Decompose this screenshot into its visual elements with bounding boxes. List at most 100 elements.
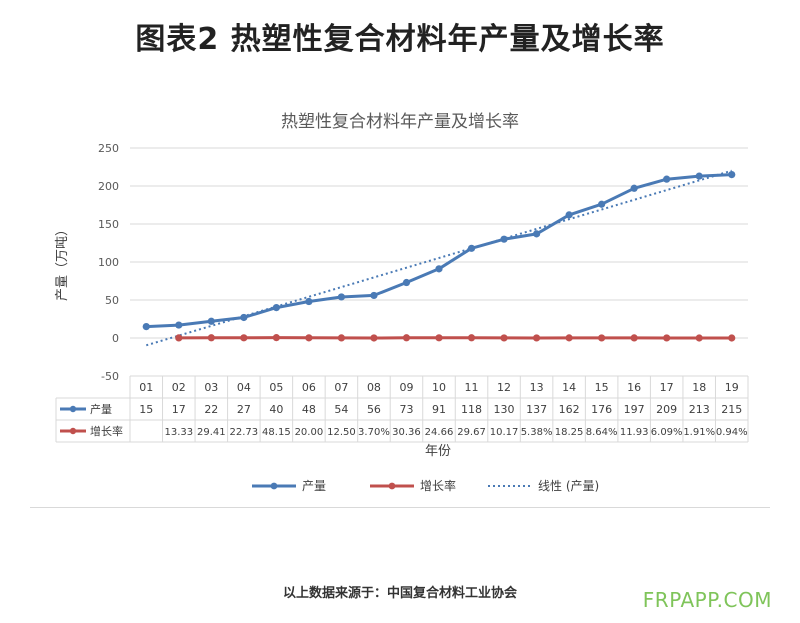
data-point bbox=[467, 244, 476, 252]
y-tick-label: 150 bbox=[98, 218, 119, 231]
data-point bbox=[500, 235, 508, 243]
data-point bbox=[728, 334, 736, 342]
x-tick-label: 11 bbox=[465, 381, 479, 394]
data-label: 48 bbox=[302, 403, 316, 416]
data-label: 91 bbox=[432, 403, 446, 416]
data-point bbox=[337, 293, 346, 301]
y-tick-label: -50 bbox=[101, 370, 119, 383]
data-label: 22 bbox=[204, 403, 218, 416]
data-point bbox=[695, 334, 703, 342]
x-tick-label: 18 bbox=[692, 381, 706, 394]
data-label: 29.41 bbox=[197, 427, 226, 438]
x-tick-label: 01 bbox=[139, 381, 153, 394]
data-point bbox=[435, 334, 443, 342]
y-tick-label: 250 bbox=[98, 142, 119, 155]
data-label: 137 bbox=[526, 403, 547, 416]
x-tick-label: 17 bbox=[660, 381, 674, 394]
data-point bbox=[207, 334, 215, 342]
data-label: 197 bbox=[624, 403, 645, 416]
data-label: 13.33 bbox=[164, 427, 193, 438]
data-point bbox=[370, 334, 378, 342]
x-tick-label: 14 bbox=[562, 381, 576, 394]
x-tick-label: 19 bbox=[725, 381, 739, 394]
x-axis-label: 年份 bbox=[425, 444, 451, 459]
data-point bbox=[272, 304, 280, 312]
source-note: 以上数据来源于：中国复合材料工业协会 bbox=[282, 586, 517, 601]
data-label: 30.36 bbox=[392, 427, 421, 438]
data-point bbox=[598, 334, 606, 342]
data-point bbox=[402, 278, 411, 287]
chart-title: 热塑性复合材料年产量及增长率 bbox=[281, 112, 519, 132]
data-label: 215 bbox=[721, 403, 742, 416]
y-tick-label: 100 bbox=[98, 256, 119, 269]
table-series-name: 产量 bbox=[90, 402, 112, 416]
table-legend-key-marker bbox=[69, 405, 77, 413]
data-point bbox=[240, 313, 248, 322]
data-label: 12.50 bbox=[327, 427, 356, 438]
data-label: 0.94% bbox=[716, 427, 748, 438]
data-point bbox=[305, 297, 313, 306]
y-axis-ticks: -50 0 50 100 150 200 250 bbox=[98, 142, 119, 383]
y-tick-label: 200 bbox=[98, 180, 119, 193]
data-label: 15 bbox=[139, 403, 153, 416]
data-label: 162 bbox=[559, 403, 580, 416]
data-point bbox=[467, 334, 476, 342]
data-point bbox=[532, 334, 541, 342]
data-point bbox=[695, 172, 703, 180]
data-label: 18.25 bbox=[555, 427, 584, 438]
data-point bbox=[142, 323, 150, 331]
data-label: 209 bbox=[656, 403, 677, 416]
data-label: 10.17 bbox=[490, 427, 519, 438]
table-series-name: 增长率 bbox=[90, 424, 123, 438]
data-label: 27 bbox=[237, 403, 251, 416]
data-point bbox=[402, 334, 411, 342]
data-label: 118 bbox=[461, 403, 482, 416]
data-point bbox=[500, 334, 508, 342]
data-point bbox=[565, 211, 573, 219]
data-label: 54 bbox=[334, 403, 348, 416]
data-table: 01 02 03 04 05 06 07 08 09 10 11 12 13 14 15 16 17 18 19 产量… bbox=[55, 375, 749, 443]
data-point bbox=[532, 230, 541, 238]
y-axis-label: 产量（万吨） bbox=[55, 223, 70, 301]
legend-label: 增长率 bbox=[420, 478, 456, 493]
data-point bbox=[207, 317, 215, 325]
x-tick-label: 09 bbox=[399, 381, 413, 394]
data-point bbox=[175, 334, 183, 342]
legend-label: 线性 (产量) bbox=[538, 479, 599, 493]
data-point bbox=[630, 184, 638, 192]
data-label: 29.67 bbox=[457, 427, 486, 438]
data-point bbox=[598, 200, 606, 208]
x-tick-label: 03 bbox=[204, 381, 218, 394]
data-label: 20.00 bbox=[295, 427, 324, 438]
data-point bbox=[565, 334, 573, 342]
data-point bbox=[175, 321, 183, 329]
data-label: 176 bbox=[591, 403, 612, 416]
x-tick-label: 08 bbox=[367, 381, 381, 394]
x-tick-label: 13 bbox=[530, 381, 544, 394]
data-point bbox=[337, 334, 346, 342]
legend-label: 产量 bbox=[302, 479, 326, 493]
x-tick-label: 16 bbox=[627, 381, 641, 394]
data-point bbox=[663, 175, 671, 183]
watermark: FRPAPP.COM bbox=[642, 588, 772, 612]
series-lines bbox=[146, 173, 732, 340]
x-tick-label: 07 bbox=[334, 381, 348, 394]
data-point bbox=[435, 265, 443, 273]
data-label: 48.15 bbox=[262, 427, 291, 438]
data-label: 8.64% bbox=[586, 427, 618, 438]
data-point bbox=[272, 334, 280, 342]
data-label: 17 bbox=[172, 403, 186, 416]
data-label: 5.38% bbox=[521, 427, 553, 438]
x-tick-label: 15 bbox=[595, 381, 609, 394]
legend-key-marker bbox=[388, 482, 396, 490]
data-label: 40 bbox=[269, 403, 283, 416]
data-point bbox=[305, 334, 313, 342]
data-label: 130 bbox=[494, 403, 515, 416]
data-label: 73 bbox=[399, 403, 413, 416]
x-tick-label: 04 bbox=[237, 381, 251, 394]
divider bbox=[30, 507, 770, 508]
data-label: 22.73 bbox=[230, 427, 259, 438]
data-label: 1.91% bbox=[683, 427, 715, 438]
data-label: 11.93 bbox=[620, 427, 649, 438]
